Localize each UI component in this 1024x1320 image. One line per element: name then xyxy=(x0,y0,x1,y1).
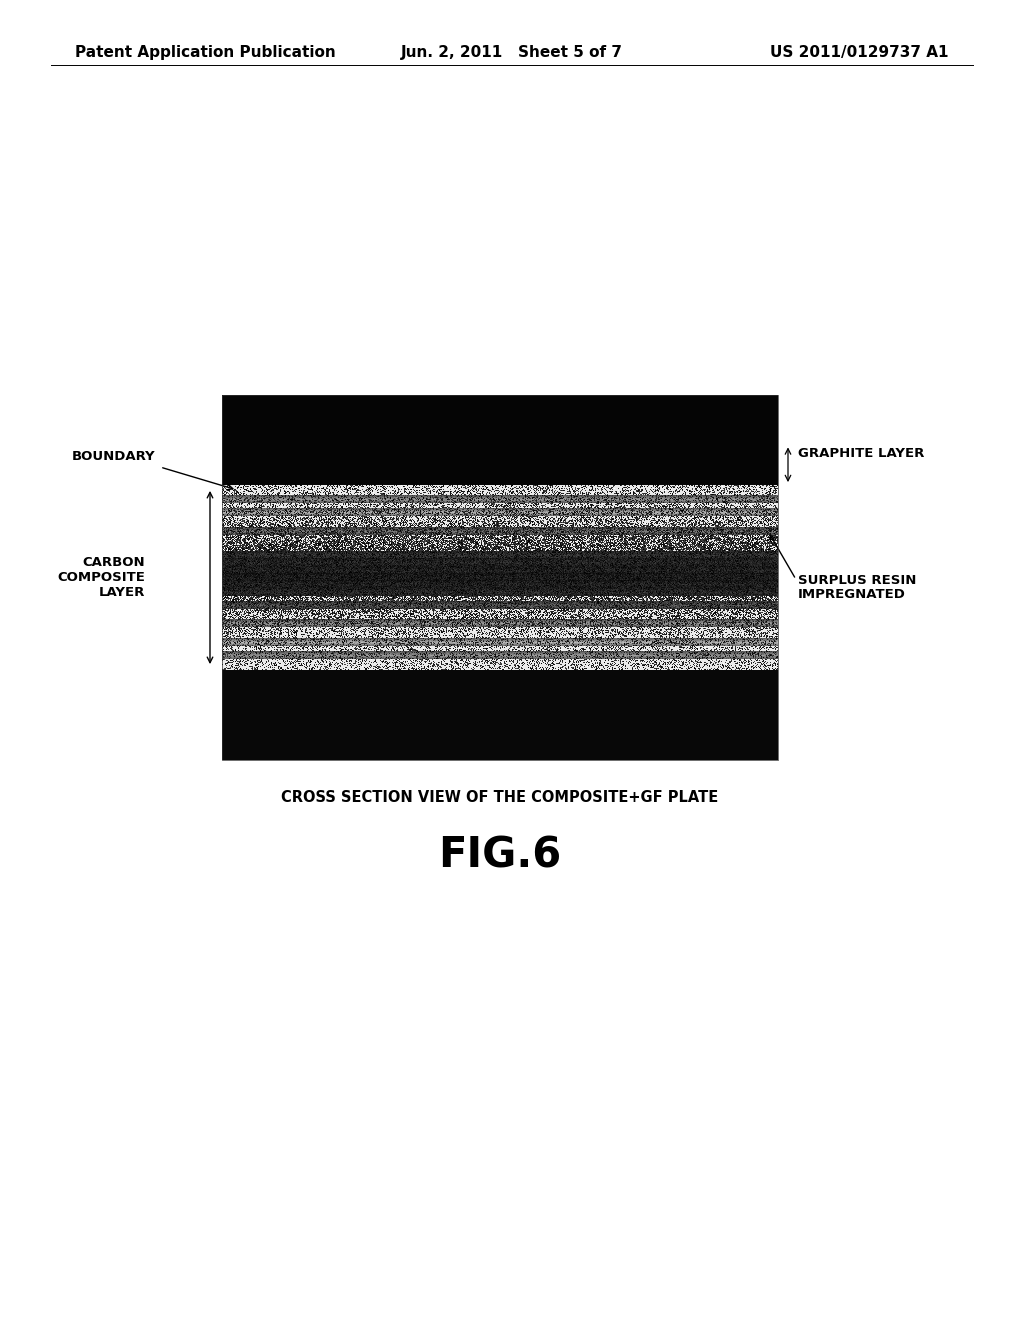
Text: CARBON
COMPOSITE
LAYER: CARBON COMPOSITE LAYER xyxy=(57,556,145,599)
Text: US 2011/0129737 A1: US 2011/0129737 A1 xyxy=(770,45,949,59)
Bar xyxy=(222,671,778,760)
Bar xyxy=(222,395,778,760)
Text: SURPLUS RESIN
IMPREGNATED: SURPLUS RESIN IMPREGNATED xyxy=(798,573,916,602)
Text: Jun. 2, 2011   Sheet 5 of 7: Jun. 2, 2011 Sheet 5 of 7 xyxy=(401,45,623,59)
Bar xyxy=(222,395,778,484)
Text: BOUNDARY: BOUNDARY xyxy=(72,450,155,463)
Text: CROSS SECTION VIEW OF THE COMPOSITE+GF PLATE: CROSS SECTION VIEW OF THE COMPOSITE+GF P… xyxy=(282,789,719,805)
Text: FIG.6: FIG.6 xyxy=(438,836,561,876)
Text: Patent Application Publication: Patent Application Publication xyxy=(75,45,336,59)
Text: GRAPHITE LAYER: GRAPHITE LAYER xyxy=(798,447,925,459)
